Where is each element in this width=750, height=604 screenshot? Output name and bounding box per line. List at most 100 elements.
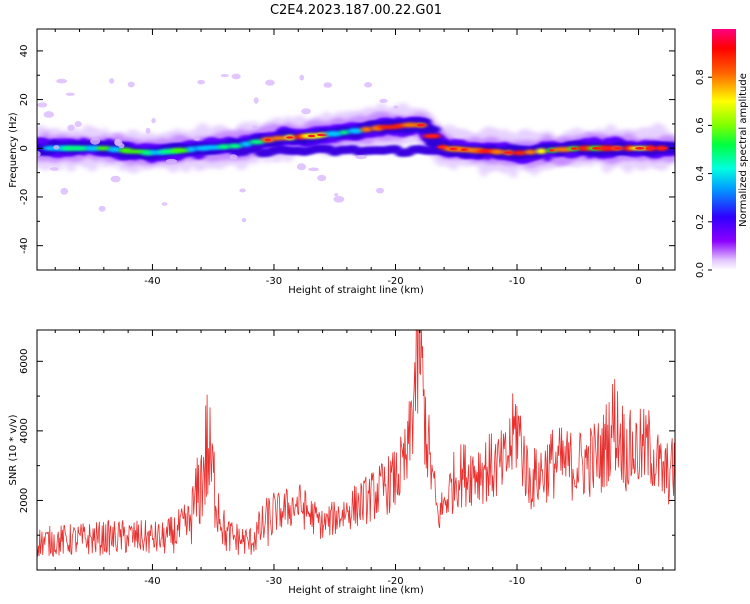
spectrogram-speckle — [197, 79, 205, 85]
spectrogram-speckle — [296, 163, 307, 171]
spectrogram-core — [248, 139, 266, 145]
spectrogram-speckle — [308, 167, 320, 172]
spectrogram-core — [203, 144, 223, 150]
spectrogram-core — [524, 149, 537, 155]
spectrogram-speckle — [299, 74, 305, 81]
spectrogram-core — [339, 130, 350, 135]
spectrogram-peak — [307, 134, 316, 138]
spectrogram-speckle — [229, 154, 238, 160]
spectrogram-core — [186, 146, 197, 153]
colorbar-tick-label: 0.0 — [695, 262, 706, 278]
spectrogram-speckle — [220, 74, 229, 78]
snr-ytick-label: 4000 — [19, 418, 30, 443]
spectrogram-speckle — [43, 111, 55, 118]
spectrogram-ylabel: Frequency (Hz) — [8, 112, 19, 188]
spectrogram-speckle — [364, 82, 373, 88]
spectrogram-speckle — [110, 175, 121, 183]
snr-ytick-label: 6000 — [19, 349, 30, 374]
spectrogram-speckle — [301, 108, 311, 115]
spectrogram-xtick-label: -20 — [387, 276, 403, 287]
spectrogram-speckle — [127, 81, 135, 88]
snr-xtick-label: 0 — [635, 576, 641, 587]
spectrogram-speckle — [98, 205, 106, 212]
spectrogram-frame — [36, 28, 676, 271]
spectrogram-peak — [481, 149, 492, 153]
spectrogram-core — [170, 147, 191, 153]
spectrogram-speckle — [56, 78, 68, 84]
spectrogram-core — [490, 149, 505, 155]
spectrogram-speckle — [265, 79, 275, 86]
spectrogram-speckle — [65, 92, 75, 96]
spectrogram-speckle — [118, 143, 125, 149]
spectrogram-speckle — [253, 97, 259, 104]
spectrogram-core — [74, 145, 90, 151]
spectrogram-ytick-label: 0 — [19, 145, 30, 151]
spectrogram-speckle — [109, 78, 115, 84]
spectrogram-core — [240, 141, 252, 147]
spectrogram-peak — [634, 146, 645, 150]
spectrogram-speckle — [379, 98, 388, 104]
spectrogram-peak — [416, 123, 426, 127]
spectrogram-core — [535, 148, 547, 155]
snr-panel: -40 -30 -20 -10 0 2000 4000 6000 Height of str… — [8, 329, 676, 596]
spectrogram-core — [360, 126, 373, 133]
spectrogram-core — [347, 128, 364, 134]
spectrogram-peak — [285, 136, 294, 139]
spectrogram-xtick-label: -30 — [266, 276, 282, 287]
spectrogram-speckle — [193, 136, 200, 141]
spectrogram-core — [512, 150, 527, 156]
spectrogram-ytick-label: 20 — [19, 93, 30, 106]
spectrogram-speckle — [231, 73, 241, 80]
spectrogram-peak — [613, 146, 623, 150]
spectrogram-speckle — [145, 127, 151, 134]
spectrogram-speckle — [114, 138, 120, 146]
snr-xtick-label: -10 — [509, 576, 525, 587]
snr-xtick-label: -30 — [266, 576, 282, 587]
spectrogram-core — [107, 146, 123, 153]
spectrogram-panel: -40 -30 -20 -10 0 -40 -20 0 20 40 Height of stra… — [8, 28, 676, 296]
spectrogram-speckle — [67, 124, 75, 131]
spectrogram-core — [217, 143, 231, 150]
spectrogram-ytick-label: -20 — [19, 189, 30, 205]
snr-xlabel: Height of straight line (km) — [288, 585, 424, 596]
spectrogram-speckle — [252, 125, 258, 130]
spectrogram-speckle — [376, 187, 384, 194]
colorbar: 0.0 0.2 0.4 0.6 0.8 Normalized spectral ampl… — [695, 29, 749, 278]
spectrogram-peak — [264, 138, 272, 142]
spectrogram-core — [227, 143, 243, 149]
spectrogram-speckle — [74, 121, 82, 128]
spectrogram-speckle — [334, 193, 339, 197]
spectrogram-ytick-label: 40 — [19, 45, 30, 58]
spectrogram-core — [401, 122, 419, 128]
spectrogram-speckle — [49, 167, 59, 171]
spectrogram-peak — [449, 147, 459, 151]
colorbar-tick-label: 0.2 — [695, 214, 706, 230]
snr-series-line — [37, 330, 675, 557]
chart-title: C2E4.2023.187.00.22.G01 — [270, 3, 442, 18]
spectrogram-speckle — [355, 155, 367, 160]
spectrogram-xtick-label: -10 — [509, 276, 525, 287]
snr-ytick-label: 2000 — [19, 488, 30, 513]
snr-xtick-label: -40 — [144, 576, 160, 587]
spectrogram-core — [324, 130, 343, 137]
snr-xtick-label: -20 — [387, 576, 403, 587]
spectrogram-peak — [656, 146, 668, 150]
spectrogram-peak — [645, 146, 656, 150]
spectrogram-core — [84, 145, 101, 152]
spectrogram-speckle — [151, 118, 156, 124]
colorbar-tick-label: 0.6 — [695, 117, 706, 133]
spectrogram-core — [271, 135, 287, 141]
spectrogram-peak — [426, 134, 438, 138]
spectrogram-xtick-label: -40 — [144, 276, 160, 287]
spectrogram-speckle — [241, 217, 247, 223]
spectrogram-speckle — [60, 187, 69, 195]
spectrogram-peak — [504, 151, 513, 154]
spectrogram-speckle — [161, 202, 168, 206]
spectrogram-xlabel: Height of straight line (km) — [288, 285, 424, 296]
spectrogram-speckle — [37, 150, 41, 157]
spectrogram-speckle — [90, 137, 101, 145]
colorbar-tick-label: 0.4 — [695, 166, 706, 182]
spectrogram-peak — [602, 146, 612, 150]
spectrogram-xtick-label: 0 — [635, 276, 641, 287]
